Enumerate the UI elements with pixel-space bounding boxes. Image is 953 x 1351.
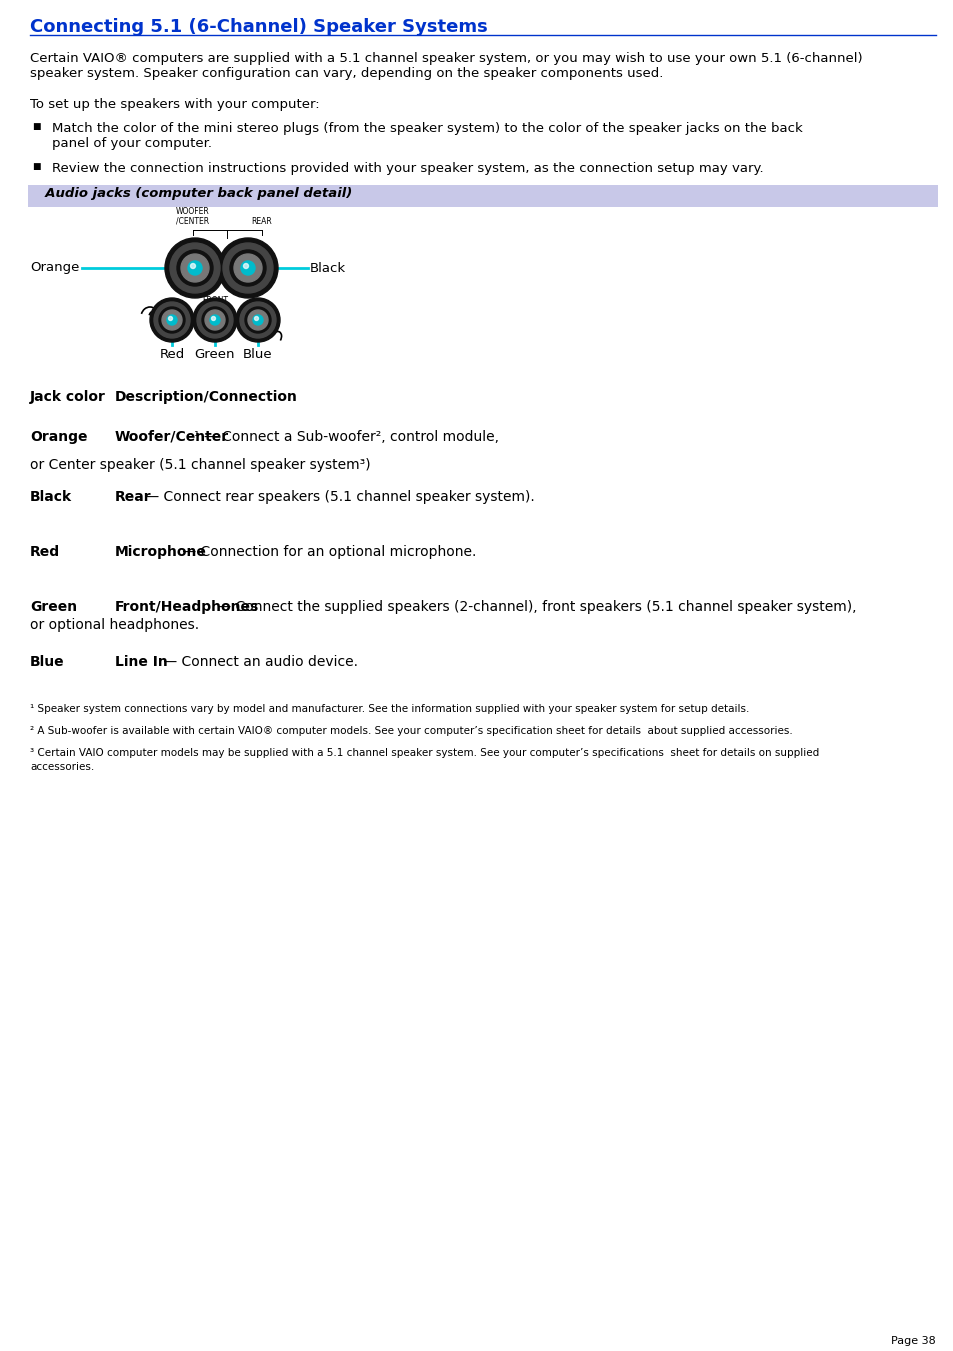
Circle shape bbox=[230, 250, 266, 286]
Text: Line In: Line In bbox=[115, 655, 168, 669]
Text: Audio jacks (computer back panel detail): Audio jacks (computer back panel detail) bbox=[36, 186, 352, 200]
Text: Orange: Orange bbox=[30, 262, 80, 274]
Text: Rear: Rear bbox=[115, 490, 152, 504]
Circle shape bbox=[243, 263, 248, 269]
Circle shape bbox=[193, 299, 236, 342]
Text: To set up the speakers with your computer:: To set up the speakers with your compute… bbox=[30, 99, 319, 111]
Circle shape bbox=[223, 243, 273, 293]
Text: Description/Connection: Description/Connection bbox=[115, 390, 297, 404]
Text: ¹ — Connect a Sub-woofer², control module,: ¹ — Connect a Sub-woofer², control modul… bbox=[194, 430, 498, 444]
Text: REAR: REAR bbox=[252, 218, 273, 226]
Circle shape bbox=[245, 307, 271, 332]
Text: WOOFER
/CENTER: WOOFER /CENTER bbox=[176, 207, 210, 226]
Text: ■: ■ bbox=[32, 122, 40, 131]
Circle shape bbox=[150, 299, 193, 342]
Text: Blue: Blue bbox=[243, 349, 273, 361]
Text: FRONT: FRONT bbox=[202, 296, 228, 305]
Circle shape bbox=[235, 299, 280, 342]
FancyBboxPatch shape bbox=[28, 185, 937, 207]
Text: ² A Sub-woofer is available with certain VAIO® computer models. See your compute: ² A Sub-woofer is available with certain… bbox=[30, 725, 792, 736]
Text: — Connection for an optional microphone.: — Connection for an optional microphone. bbox=[178, 544, 476, 559]
Circle shape bbox=[181, 254, 209, 282]
Text: Green: Green bbox=[30, 600, 77, 613]
Circle shape bbox=[202, 307, 228, 332]
Text: Review the connection instructions provided with your speaker system, as the con: Review the connection instructions provi… bbox=[52, 162, 762, 176]
Text: Connecting 5.1 (6-Channel) Speaker Systems: Connecting 5.1 (6-Channel) Speaker Syste… bbox=[30, 18, 487, 36]
Circle shape bbox=[177, 250, 213, 286]
Text: Red: Red bbox=[30, 544, 60, 559]
Text: Front/Headphones: Front/Headphones bbox=[115, 600, 259, 613]
Text: Orange: Orange bbox=[30, 430, 88, 444]
Circle shape bbox=[196, 303, 233, 338]
Circle shape bbox=[188, 261, 202, 276]
Text: or optional headphones.: or optional headphones. bbox=[30, 617, 199, 632]
Circle shape bbox=[212, 316, 215, 320]
Text: Microphone: Microphone bbox=[115, 544, 207, 559]
Circle shape bbox=[153, 303, 190, 338]
Text: Red: Red bbox=[159, 349, 185, 361]
Text: Black: Black bbox=[30, 490, 72, 504]
Text: Green: Green bbox=[194, 349, 235, 361]
Circle shape bbox=[191, 263, 195, 269]
Circle shape bbox=[167, 315, 177, 326]
Circle shape bbox=[254, 316, 258, 320]
Text: Certain VAIO® computers are supplied with a 5.1 channel speaker system, or you m: Certain VAIO® computers are supplied wit… bbox=[30, 51, 862, 65]
Text: panel of your computer.: panel of your computer. bbox=[52, 136, 212, 150]
Circle shape bbox=[165, 238, 225, 299]
Text: ³ Certain VAIO computer models may be supplied with a 5.1 channel speaker system: ³ Certain VAIO computer models may be su… bbox=[30, 748, 819, 758]
Text: speaker system. Speaker configuration can vary, depending on the speaker compone: speaker system. Speaker configuration ca… bbox=[30, 68, 662, 80]
Circle shape bbox=[205, 309, 225, 330]
Circle shape bbox=[169, 316, 172, 320]
Text: — Connect the supplied speakers (2-channel), front speakers (5.1 channel speaker: — Connect the supplied speakers (2-chann… bbox=[213, 600, 855, 613]
Text: or Center speaker (5.1 channel speaker system³): or Center speaker (5.1 channel speaker s… bbox=[30, 458, 370, 471]
Circle shape bbox=[241, 261, 254, 276]
Circle shape bbox=[170, 243, 220, 293]
Circle shape bbox=[253, 315, 263, 326]
Text: — Connect rear speakers (5.1 channel speaker system).: — Connect rear speakers (5.1 channel spe… bbox=[141, 490, 535, 504]
Text: Match the color of the mini stereo plugs (from the speaker system) to the color : Match the color of the mini stereo plugs… bbox=[52, 122, 801, 135]
Circle shape bbox=[162, 309, 182, 330]
Circle shape bbox=[159, 307, 185, 332]
Text: accessories.: accessories. bbox=[30, 762, 94, 771]
Text: Jack color: Jack color bbox=[30, 390, 106, 404]
Text: Woofer/Center: Woofer/Center bbox=[115, 430, 229, 444]
Text: ¹ Speaker system connections vary by model and manufacturer. See the information: ¹ Speaker system connections vary by mod… bbox=[30, 704, 749, 713]
Circle shape bbox=[248, 309, 268, 330]
Circle shape bbox=[218, 238, 277, 299]
Text: Blue: Blue bbox=[30, 655, 65, 669]
Text: Black: Black bbox=[310, 262, 346, 274]
Text: Page 38: Page 38 bbox=[890, 1336, 935, 1346]
Circle shape bbox=[240, 303, 275, 338]
Text: — Connect an audio device.: — Connect an audio device. bbox=[159, 655, 357, 669]
Circle shape bbox=[210, 315, 220, 326]
Circle shape bbox=[233, 254, 262, 282]
Text: ■: ■ bbox=[32, 162, 40, 172]
